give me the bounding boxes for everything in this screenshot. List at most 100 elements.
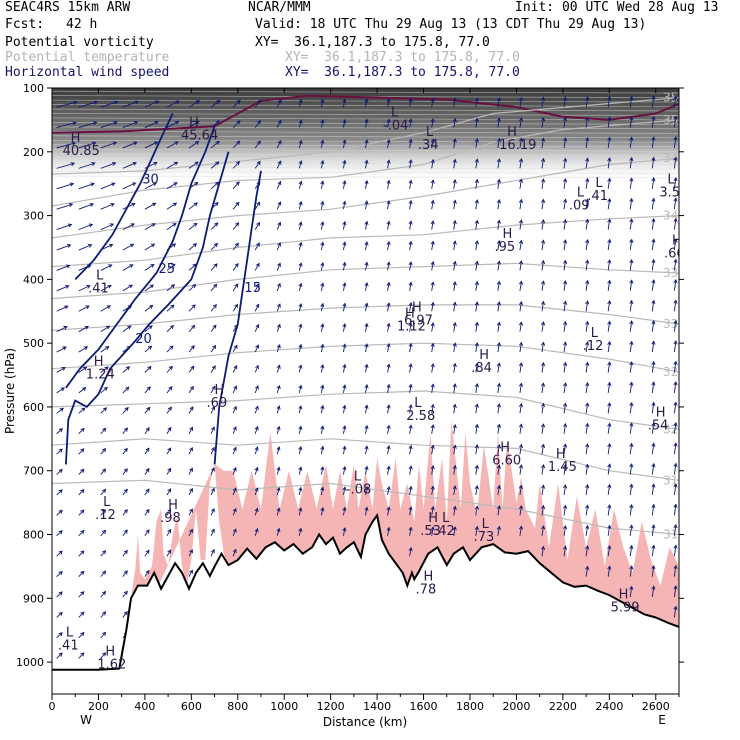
wind-vector-head xyxy=(195,120,200,125)
wind-vector xyxy=(387,445,390,455)
wind-vector-head xyxy=(320,363,325,369)
wind-vector xyxy=(497,301,500,312)
wind-vector xyxy=(563,362,566,373)
extrema-value: -.08 xyxy=(346,482,371,497)
wind-vector xyxy=(188,243,197,251)
wind-vector xyxy=(166,529,172,537)
wind-vector-head xyxy=(585,422,590,428)
wind-vector-head xyxy=(276,466,281,471)
wind-vector xyxy=(519,465,522,475)
wind-vector-head xyxy=(651,258,656,264)
wind-vector-head xyxy=(167,508,172,513)
strat-contour-line xyxy=(52,153,679,156)
wind-vector-head xyxy=(430,342,435,347)
wind-vector xyxy=(276,181,281,189)
wind-vector-head xyxy=(518,219,524,224)
wind-vector xyxy=(100,305,111,312)
wind-vector xyxy=(431,384,434,393)
wind-vector-head xyxy=(167,426,172,432)
wind-vector xyxy=(563,240,566,251)
wind-vector-head xyxy=(541,300,546,306)
wind-vector xyxy=(475,526,478,536)
wind-vector xyxy=(475,322,478,332)
wind-vector-head xyxy=(651,217,656,223)
wind-vector xyxy=(254,120,261,128)
wind-vector xyxy=(298,201,302,210)
wind-vector xyxy=(629,321,633,332)
wind-vector-head xyxy=(651,544,656,549)
wind-vector xyxy=(431,506,434,516)
wind-vector xyxy=(342,242,346,251)
wind-vector-head xyxy=(408,301,413,307)
wind-vector xyxy=(673,361,677,373)
wind-vector-head xyxy=(607,361,612,366)
wind-vector-head xyxy=(172,222,177,227)
x-tick-label: 1400 xyxy=(363,700,391,713)
wind-vector-head xyxy=(90,182,95,187)
wind-vector xyxy=(519,138,522,149)
wind-vector-head xyxy=(342,404,347,410)
wind-vector-head xyxy=(629,258,634,264)
wind-vector-head xyxy=(254,507,259,512)
wind-vector xyxy=(563,301,566,312)
wind-vector xyxy=(78,223,93,231)
wind-vector xyxy=(122,121,138,128)
wind-vector-head xyxy=(342,322,347,328)
wind-vector-head xyxy=(474,321,479,327)
wind-vector-head xyxy=(452,403,457,408)
wind-vector-head xyxy=(123,590,128,595)
wind-vector-head xyxy=(386,363,391,368)
wind-vector xyxy=(122,529,128,537)
wind-vector-head xyxy=(189,406,194,411)
wind-vector-head xyxy=(585,136,590,142)
wind-vector-head xyxy=(496,239,501,245)
wind-vector xyxy=(409,363,412,373)
wind-vector xyxy=(56,550,63,557)
wind-vector-head xyxy=(452,138,457,143)
wind-vector-head xyxy=(585,565,590,570)
wind-vector-head xyxy=(132,161,137,166)
wind-vector-head xyxy=(234,303,239,309)
wind-vector xyxy=(453,363,456,373)
wind-vector-head xyxy=(408,342,413,348)
wind-vector-head xyxy=(518,137,524,142)
wind-vector xyxy=(651,116,655,128)
wind-vector xyxy=(56,122,77,128)
wind-vector-head xyxy=(430,444,435,449)
wind-vector xyxy=(497,118,500,128)
wind-vector xyxy=(210,181,219,190)
wind-vector-layer xyxy=(56,95,678,659)
wind-vector-head xyxy=(232,446,237,451)
wind-vector xyxy=(673,565,677,577)
extrema-letter: H xyxy=(428,511,438,526)
wind-vector xyxy=(320,446,324,455)
wind-isotach xyxy=(213,170,262,465)
wind-vector xyxy=(122,366,130,373)
wind-vector-head xyxy=(541,178,546,183)
wind-vector-head xyxy=(169,345,174,350)
wind-vector-head xyxy=(211,487,215,492)
wind-vector-head xyxy=(235,181,240,186)
wind-vector xyxy=(100,101,118,108)
wind-vector xyxy=(100,611,106,618)
wind-vector xyxy=(276,161,282,169)
wind-vector xyxy=(409,506,412,516)
wind-vector xyxy=(100,468,106,475)
wind-vector xyxy=(387,119,390,128)
wind-vector xyxy=(78,571,85,577)
wind-vector-head xyxy=(189,446,193,452)
wind-vector-head xyxy=(213,242,218,248)
wind-vector-head xyxy=(211,385,216,390)
wind-vector xyxy=(320,262,324,271)
wind-vector xyxy=(276,222,281,230)
wind-vector xyxy=(541,199,544,210)
wind-vector xyxy=(78,387,86,394)
wind-vector-head xyxy=(175,120,180,125)
field-xy-pv: XY= 36.1,187.3 to 175.8, 77.0 xyxy=(255,35,490,50)
extrema-letter: H xyxy=(168,498,178,513)
wind-vector-head xyxy=(386,220,391,225)
wind-vector xyxy=(100,509,106,516)
wind-vector-head xyxy=(320,323,325,328)
wind-vector-head xyxy=(541,382,546,387)
wind-vector xyxy=(497,444,500,455)
